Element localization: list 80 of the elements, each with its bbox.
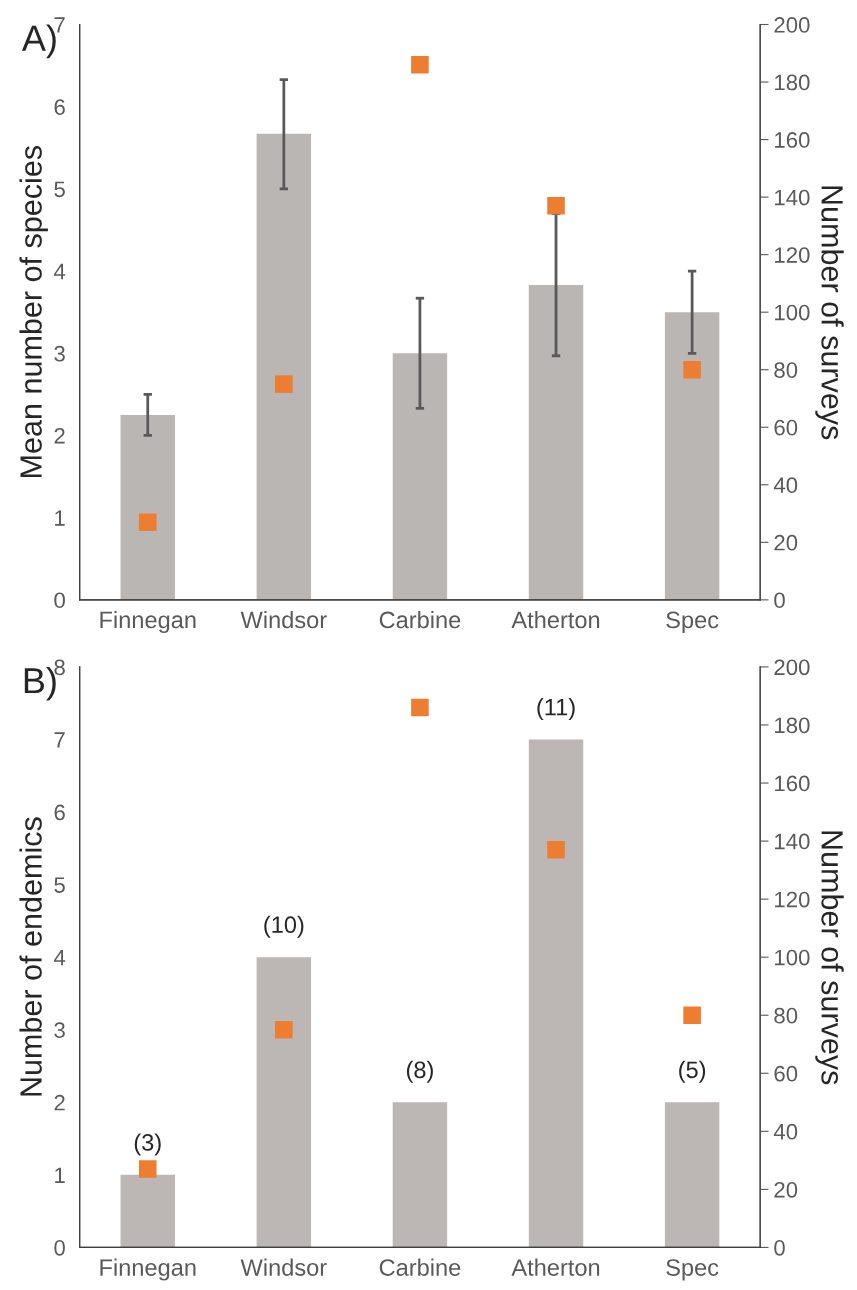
x-tick-label: Finnegan	[100, 610, 196, 633]
point	[683, 360, 701, 379]
y-tick-label: 3	[54, 1022, 65, 1039]
point	[411, 56, 429, 74]
y2-tick-label: 0	[774, 1239, 785, 1256]
y2-tick-label: 0	[774, 592, 785, 609]
y2-tick-label: 100	[775, 949, 810, 966]
x-tick-label: Windsor	[240, 1258, 327, 1276]
y2-tick-label: 140	[775, 189, 810, 206]
y-tick-label: 1	[55, 1167, 65, 1183]
y2-tick-label: 200	[774, 17, 810, 33]
point	[547, 196, 565, 215]
y-tick-label: 8	[54, 659, 65, 676]
y-tick-label: 2	[54, 1094, 65, 1111]
y-tick-label: 5	[54, 181, 65, 198]
bar	[528, 285, 584, 600]
y-axis-title: Number of endemics	[19, 817, 42, 1096]
y2-axis-title: Number of surveys	[815, 186, 844, 440]
y2-tick-label: 120	[775, 247, 810, 263]
bar	[664, 312, 720, 600]
y2-tick-label: 20	[774, 534, 798, 551]
y2-tick-label: 20	[774, 1181, 798, 1198]
y-tick-label: 5	[54, 877, 65, 893]
y2-tick-label: 160	[775, 132, 810, 148]
point	[683, 1006, 701, 1025]
y-tick-label: 6	[54, 99, 65, 115]
y2-axis-title: Number of surveys	[815, 831, 844, 1085]
bar	[664, 1102, 720, 1248]
y-tick-label: 3	[54, 345, 65, 362]
y2-tick-label: 60	[774, 1065, 798, 1082]
chart-title: B)	[24, 666, 56, 701]
annotation: (5)	[679, 1060, 706, 1083]
y2-tick-label: 200	[774, 659, 810, 676]
y2-tick-label: 40	[773, 477, 798, 494]
x-tick-label: Windsor	[240, 610, 327, 629]
bar	[392, 1102, 448, 1248]
y2-tick-label: 80	[774, 1007, 798, 1024]
annotation: (3)	[134, 1133, 161, 1156]
point	[138, 513, 157, 531]
y-tick-label: 4	[53, 949, 66, 966]
x-tick-label: Finnegan	[100, 1258, 196, 1281]
y-tick-label: 6	[54, 804, 65, 821]
point	[275, 1020, 293, 1039]
y-tick-label: 0	[54, 1239, 65, 1256]
point	[411, 698, 429, 717]
x-tick-label: Atherton	[511, 610, 600, 629]
y2-tick-label: 180	[775, 74, 810, 91]
bar	[256, 957, 312, 1248]
point	[547, 841, 565, 859]
y2-tick-label: 100	[775, 304, 810, 321]
y2-tick-label: 120	[775, 891, 810, 908]
y2-tick-label: 80	[774, 362, 798, 378]
x-tick-label: Spec	[666, 1259, 719, 1281]
y2-tick-label: 60	[774, 419, 798, 436]
y-tick-label: 2	[54, 428, 65, 444]
y-tick-label: 1	[55, 510, 65, 526]
y-tick-label: 7	[54, 732, 65, 748]
y-tick-label: 4	[53, 263, 66, 280]
annotation: (8)	[406, 1060, 433, 1083]
y2-tick-label: 180	[775, 717, 810, 734]
bar	[120, 1174, 175, 1248]
y-axis-title: Mean number of species	[19, 145, 48, 477]
bar	[120, 414, 175, 600]
bar	[256, 133, 312, 600]
point	[138, 1160, 157, 1178]
y2-tick-label: 160	[775, 775, 810, 792]
x-tick-label: Carbine	[379, 1258, 461, 1276]
bar	[528, 739, 584, 1248]
x-tick-label: Carbine	[379, 610, 461, 629]
point	[275, 375, 293, 393]
y2-tick-label: 40	[773, 1123, 798, 1140]
x-tick-label: Atherton	[511, 1258, 600, 1276]
x-tick-label: Spec	[666, 611, 719, 633]
chart-title: A)	[21, 24, 56, 59]
annotation: (11)	[537, 698, 575, 721]
bar	[392, 353, 448, 600]
y-tick-label: 0	[54, 592, 65, 609]
annotation: (10)	[264, 915, 304, 938]
y2-tick-label: 140	[775, 833, 810, 850]
y-tick-label: 7	[54, 17, 65, 33]
